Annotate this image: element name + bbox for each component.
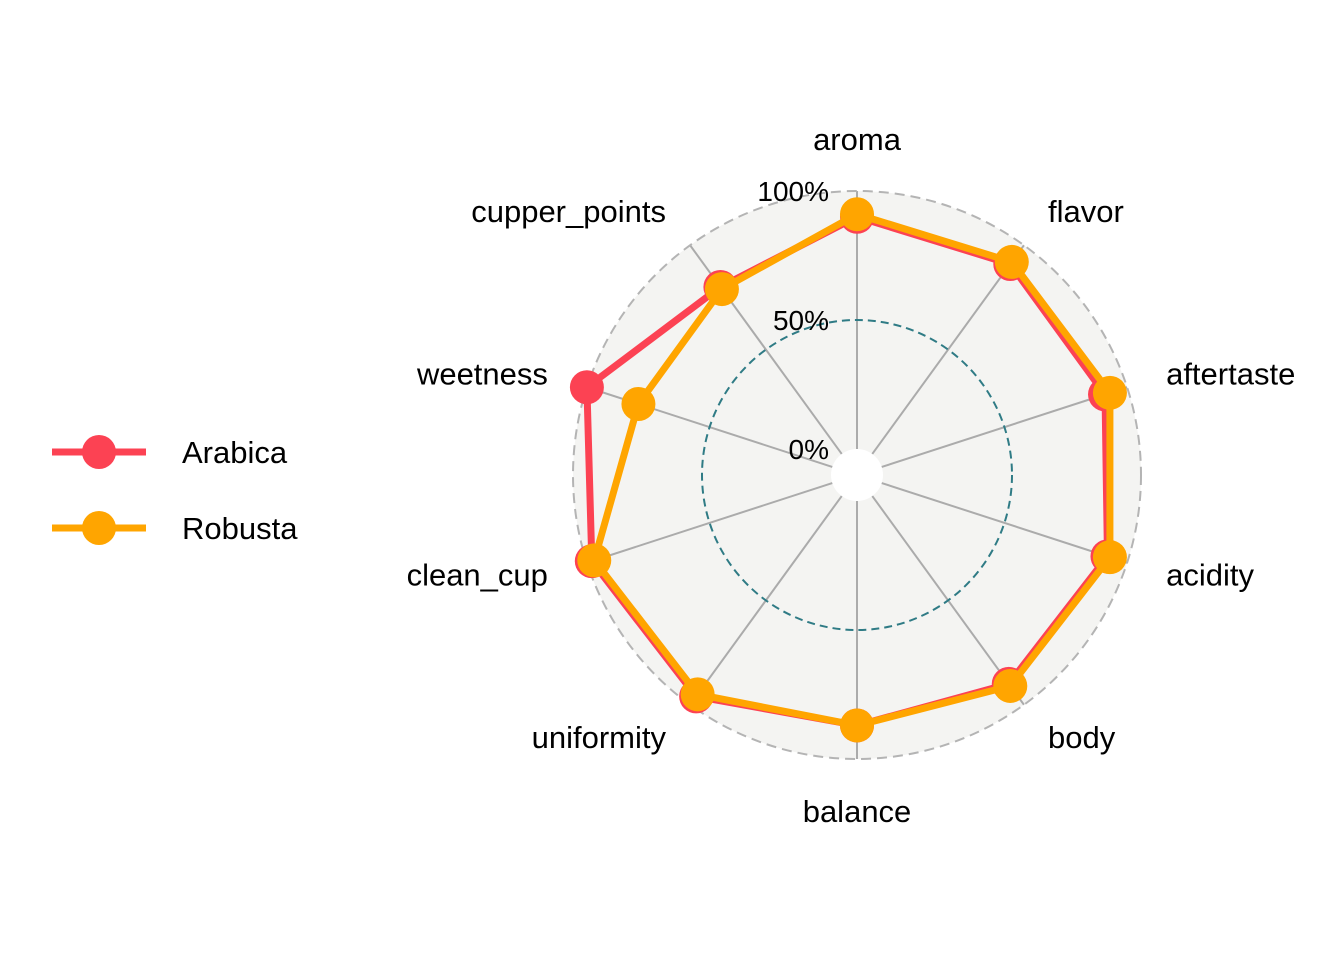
legend-label-robusta: Robusta — [182, 511, 298, 546]
center-hole — [831, 449, 883, 501]
axis-label-uniformity: uniformity — [532, 720, 667, 755]
series-layer — [569, 197, 1127, 743]
axis-label-clean_cup: clean_cup — [407, 557, 548, 592]
spoke-flavor — [871, 244, 1025, 455]
point-robusta-aroma — [840, 197, 874, 232]
point-robusta-uniformity — [680, 677, 715, 712]
axis-label-aroma: aroma — [813, 122, 902, 157]
legend-item-robusta: Robusta — [52, 511, 298, 546]
point-robusta-flavor — [994, 244, 1029, 279]
tick-label-50: 50% — [773, 305, 829, 336]
gridline-100 — [572, 190, 1142, 760]
tick-label-0: 0% — [789, 434, 829, 465]
spoke-clean_cup — [586, 482, 833, 564]
legend-label-arabica: Arabica — [182, 435, 288, 470]
axis-label-sweetness: weetness — [416, 357, 548, 392]
axis-label-body: body — [1048, 720, 1116, 755]
point-arabica-sweetness — [569, 370, 604, 405]
point-robusta-acidity — [1092, 540, 1127, 575]
radial-tick-labels: 0% 50% 100% — [757, 176, 829, 465]
axis-label-acidity: acidity — [1166, 557, 1254, 592]
point-robusta-body — [993, 668, 1028, 703]
legend-item-arabica: Arabica — [52, 435, 288, 470]
point-robusta-clean_cup — [577, 543, 612, 578]
axis-labels: aroma flavor aftertaste acidity body balance u… — [407, 122, 1296, 829]
point-robusta-cupper_points — [704, 272, 739, 307]
spoke-acidity — [881, 482, 1128, 564]
axis-label-flavor: flavor — [1048, 194, 1124, 229]
axis-label-balance: balance — [803, 794, 912, 829]
legend: Arabica Robusta — [52, 435, 298, 546]
point-robusta-aftertaste — [1092, 375, 1127, 410]
axis-label-cupper_points: cupper_points — [471, 194, 666, 229]
legend-marker-robusta — [82, 511, 116, 545]
gridline-50 — [701, 319, 1013, 631]
axis-label-aftertaste: aftertaste — [1166, 357, 1295, 392]
series-robusta — [577, 197, 1127, 743]
radar-grid — [572, 190, 1142, 760]
tick-label-100: 100% — [757, 176, 829, 207]
point-robusta-balance — [840, 708, 874, 743]
legend-marker-arabica — [82, 435, 116, 469]
point-robusta-sweetness — [621, 386, 656, 421]
